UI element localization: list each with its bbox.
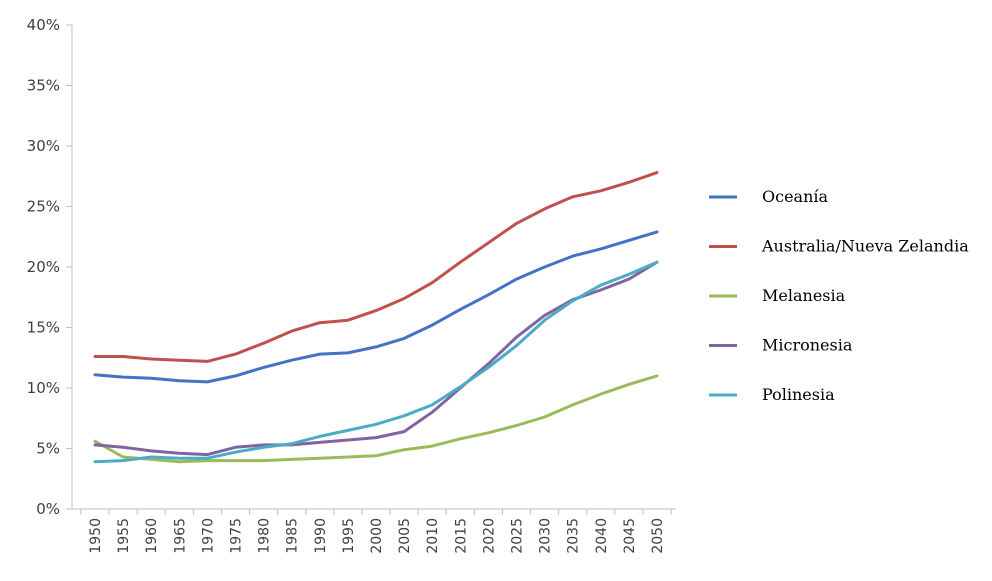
y-tick-label: 25%: [27, 198, 60, 216]
x-tick-label: 2025: [510, 518, 526, 554]
y-tick-label: 35%: [27, 77, 60, 95]
legend-label: Oceanía: [762, 187, 829, 206]
legend: Oceanía Australia/Nueva Zelandia Melanesia…: [709, 187, 969, 404]
y-tick-label: 20%: [27, 258, 60, 276]
series-line-2: [93, 171, 659, 363]
x-tick-label: 2010: [425, 518, 441, 554]
x-tick-label: 2000: [369, 518, 385, 554]
y-tick-label: 15%: [27, 319, 60, 337]
y-axis-ticks: 0% 5% 10% 15% 20% 25% 30% 35% 40%: [27, 16, 72, 518]
y-tick-label: 30%: [27, 137, 60, 155]
x-tick-label: 1955: [116, 518, 132, 554]
x-axis-ticks: 1950 1955 1960 1965 1970 1975 1980 1985 1990 1995…: [80, 509, 672, 554]
x-tick-label: 2045: [622, 518, 638, 554]
y-tick-label: 40%: [27, 16, 60, 34]
series-line-1: [93, 230, 659, 384]
legend-label: Micronesia: [762, 336, 853, 355]
x-tick-label: 1995: [341, 518, 357, 554]
x-tick-label: 1975: [229, 518, 245, 554]
y-tick-label: 0%: [36, 500, 60, 518]
x-tick-label: 1990: [313, 518, 329, 554]
x-tick-label: 1970: [200, 518, 216, 554]
x-tick-label: 1980: [257, 518, 273, 554]
x-tick-label: 2020: [481, 518, 497, 554]
x-tick-label: 2050: [650, 518, 666, 554]
y-tick-label: 5%: [36, 440, 60, 458]
legend-label: Melanesia: [762, 286, 846, 305]
y-tick-label: 10%: [27, 379, 60, 397]
x-tick-label: 2040: [594, 518, 610, 554]
series-lines: [93, 171, 659, 464]
x-tick-label: 1965: [172, 518, 188, 554]
series-line-3: [93, 374, 659, 464]
x-tick-label: 2035: [566, 518, 582, 554]
x-tick-label: 2030: [538, 518, 554, 554]
x-tick-label: 2005: [397, 518, 413, 554]
x-tick-label: 1985: [285, 518, 301, 554]
series-line-5: [93, 260, 659, 464]
x-tick-label: 1960: [144, 518, 160, 554]
legend-label: Australia/Nueva Zelandia: [761, 237, 969, 256]
series-line-4: [93, 260, 659, 457]
legend-label: Polinesia: [762, 385, 835, 404]
x-tick-label: 1950: [88, 518, 104, 554]
x-tick-label: 2015: [453, 518, 469, 554]
axes: [71, 25, 676, 510]
